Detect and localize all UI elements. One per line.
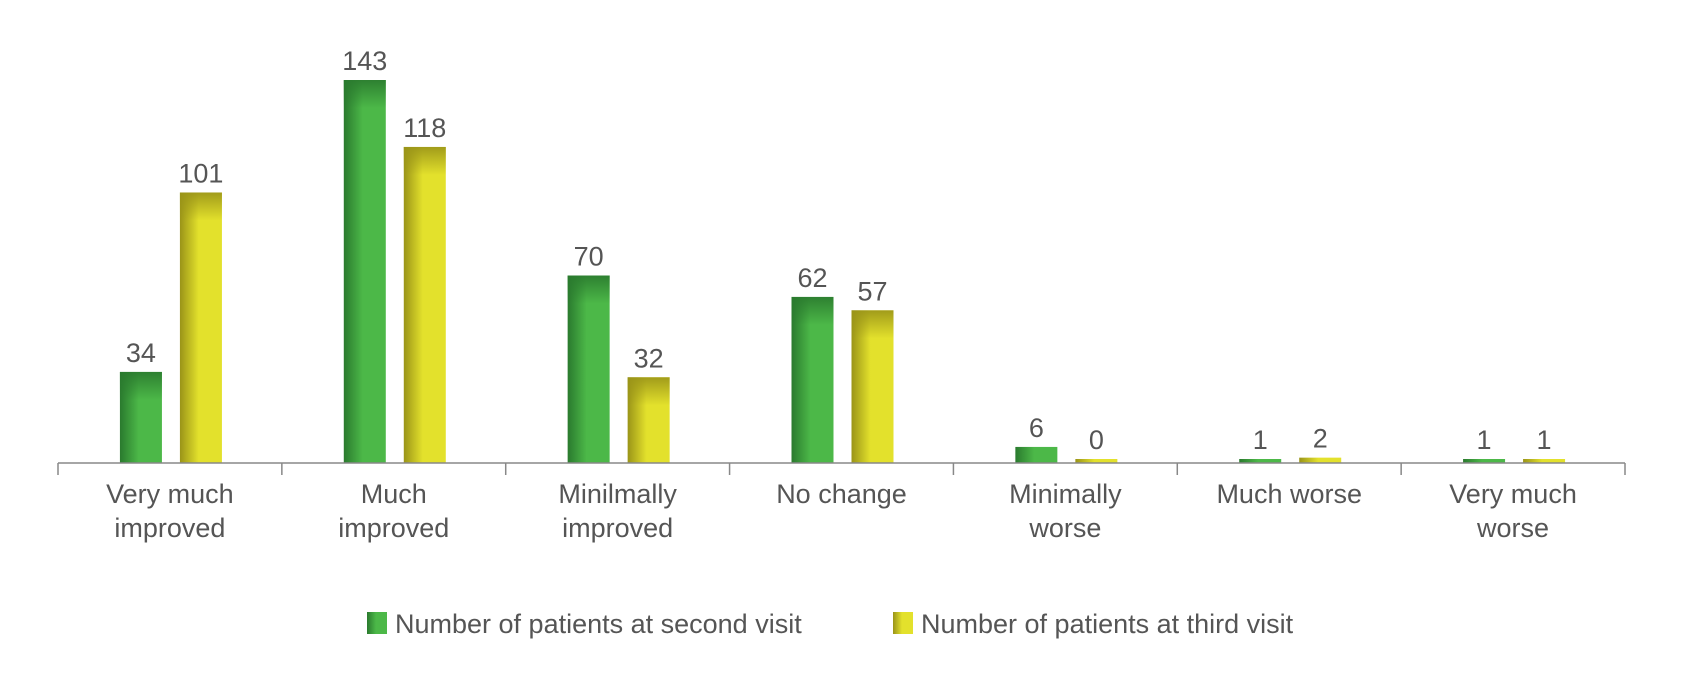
legend-swatch-2	[893, 612, 913, 634]
x-tick-label-1: Much improved	[338, 479, 449, 543]
bar-series2-0	[179, 192, 222, 464]
legend-label-2: Number of patients at third visit	[921, 609, 1294, 639]
bar-shade-series1-1	[343, 80, 386, 108]
bar-shade-series2-3	[851, 310, 894, 339]
x-tick-label-5: Much worse	[1216, 479, 1362, 509]
bar-series2-1	[403, 146, 446, 463]
bar-shade-series2-2	[627, 377, 670, 406]
x-tick-label-4: Minimally worse	[1009, 479, 1122, 543]
x-tick-label-0: Very much improved	[106, 479, 234, 543]
data-label-series1-0: 34	[126, 338, 156, 368]
data-label-series1-2: 70	[574, 242, 604, 272]
data-label-series2-2: 32	[634, 343, 664, 373]
legend-swatch-1	[367, 612, 387, 634]
data-label-series2-6: 1	[1537, 425, 1552, 455]
bar-shade-series1-2	[567, 275, 610, 304]
data-label-series1-4: 6	[1029, 413, 1044, 443]
data-label-series2-4: 0	[1089, 425, 1104, 455]
bar-shade-series1-0	[119, 371, 162, 400]
data-label-series1-1: 143	[342, 46, 387, 76]
bar-shade-series1-3	[791, 296, 834, 325]
bar-series1-1	[343, 80, 386, 463]
x-tick-label-6: Very much worse	[1449, 479, 1577, 543]
data-label-series2-5: 2	[1313, 424, 1328, 454]
data-label-series2-0: 101	[178, 158, 223, 188]
bar-series1-6	[1463, 459, 1506, 463]
data-label-series2-1: 118	[403, 113, 446, 143]
bar-series1-4	[1015, 446, 1058, 463]
bar-series2-4	[1075, 459, 1118, 463]
bar-series2-5	[1299, 457, 1342, 463]
bar-series2-6	[1523, 459, 1566, 463]
data-label-series2-3: 57	[857, 276, 887, 306]
legend-label-1: Number of patients at second visit	[395, 609, 802, 639]
data-label-series1-6: 1	[1477, 425, 1492, 455]
bar-shade-series2-0	[179, 192, 222, 221]
bar-shade-series2-1	[403, 146, 446, 175]
data-label-series1-3: 62	[797, 263, 827, 293]
bar-series1-5	[1239, 459, 1282, 463]
x-tick-label-3: No change	[776, 479, 907, 509]
bar-series1-2	[567, 275, 610, 463]
x-tick-label-2: Minilmally improved	[558, 479, 677, 543]
data-label-series1-5: 1	[1253, 425, 1268, 455]
